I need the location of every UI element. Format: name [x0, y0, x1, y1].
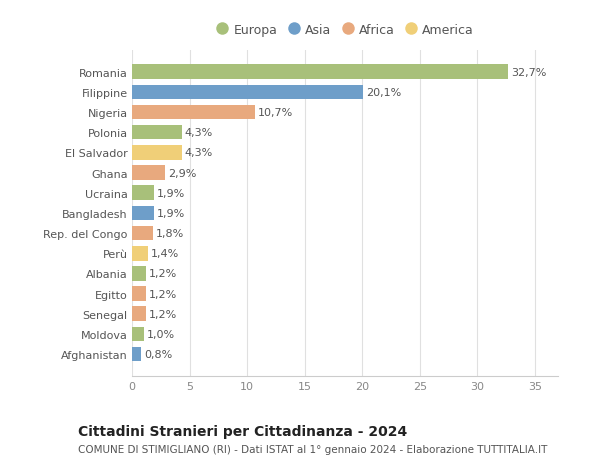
Bar: [132, 246, 148, 261]
Bar: [132, 166, 166, 180]
Text: COMUNE DI STIMIGLIANO (RI) - Dati ISTAT al 1° gennaio 2024 - Elaborazione TUTTIT: COMUNE DI STIMIGLIANO (RI) - Dati ISTAT …: [78, 444, 547, 454]
Bar: [132, 307, 146, 321]
Bar: [132, 287, 146, 301]
Text: 10,7%: 10,7%: [258, 108, 293, 118]
Bar: [132, 347, 141, 362]
Bar: [132, 206, 154, 221]
Bar: [132, 146, 182, 160]
Bar: [132, 65, 508, 80]
Bar: [132, 267, 146, 281]
Bar: [132, 327, 143, 341]
Text: Cittadini Stranieri per Cittadinanza - 2024: Cittadini Stranieri per Cittadinanza - 2…: [78, 425, 407, 438]
Text: 4,3%: 4,3%: [184, 148, 212, 158]
Text: 1,9%: 1,9%: [157, 188, 185, 198]
Text: 20,1%: 20,1%: [367, 88, 401, 98]
Bar: [132, 126, 182, 140]
Text: 2,9%: 2,9%: [168, 168, 197, 178]
Text: 1,9%: 1,9%: [157, 208, 185, 218]
Text: 1,8%: 1,8%: [155, 229, 184, 239]
Bar: [132, 226, 153, 241]
Text: 0,8%: 0,8%: [144, 349, 172, 359]
Text: 1,2%: 1,2%: [149, 309, 177, 319]
Bar: [132, 186, 154, 201]
Text: 1,4%: 1,4%: [151, 249, 179, 259]
Text: 1,2%: 1,2%: [149, 289, 177, 299]
Text: 4,3%: 4,3%: [184, 128, 212, 138]
Text: 32,7%: 32,7%: [511, 67, 547, 78]
Bar: [132, 106, 255, 120]
Text: 1,2%: 1,2%: [149, 269, 177, 279]
Bar: [132, 85, 364, 100]
Text: 1,0%: 1,0%: [146, 329, 175, 339]
Legend: Europa, Asia, Africa, America: Europa, Asia, Africa, America: [211, 19, 479, 42]
